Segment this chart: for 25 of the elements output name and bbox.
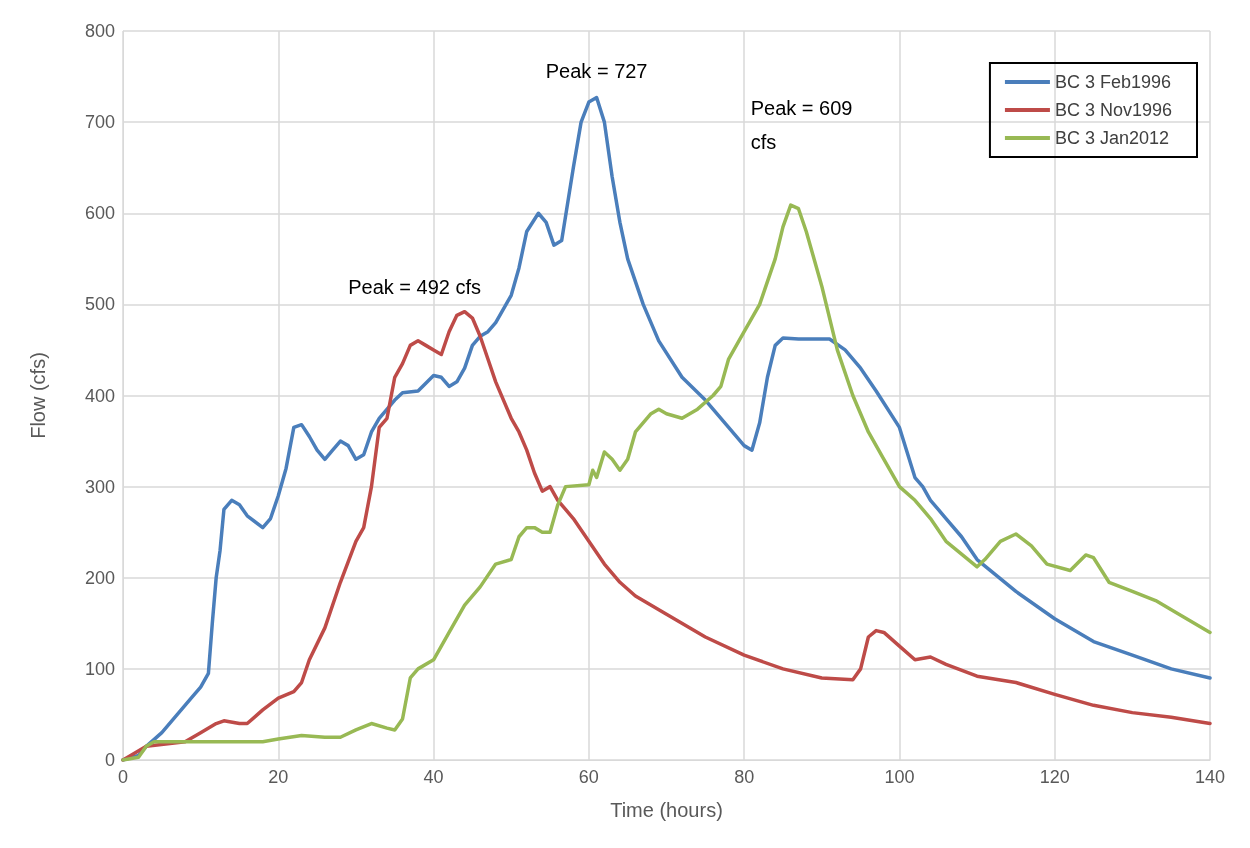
x-tick-label: 120 bbox=[1039, 767, 1070, 787]
y-tick-label: 0 bbox=[104, 750, 115, 770]
y-tick-label: 200 bbox=[84, 567, 115, 588]
y-tick-label: 300 bbox=[84, 476, 115, 497]
x-tick-label: 20 bbox=[268, 767, 289, 787]
annotation: Peak = 727 bbox=[545, 59, 648, 82]
annotation: Peak = 492 cfs bbox=[348, 275, 482, 298]
x-axis-title: Time (hours) bbox=[610, 799, 723, 821]
legend-label: BC 3 Nov1996 bbox=[1054, 100, 1173, 120]
x-tick-label: 100 bbox=[884, 767, 915, 787]
x-tick-label: 140 bbox=[1194, 767, 1226, 787]
y-tick-label: 100 bbox=[84, 658, 115, 679]
annotation: Peak = 609 cfs bbox=[750, 97, 859, 154]
y-tick-label: 500 bbox=[84, 294, 115, 315]
y-tick-label: 400 bbox=[84, 385, 115, 406]
y-tick-label: 800 bbox=[84, 21, 115, 41]
y-axis-title: Flow (cfs) bbox=[27, 352, 49, 439]
legend-label: BC 3 Jan2012 bbox=[1054, 128, 1170, 148]
legend-label: BC 3 Feb1996 bbox=[1054, 72, 1172, 92]
x-tick-label: 80 bbox=[734, 767, 755, 787]
x-tick-label: 60 bbox=[578, 767, 599, 787]
y-tick-label: 600 bbox=[84, 203, 115, 224]
x-tick-label: 40 bbox=[423, 767, 444, 787]
y-tick-label: 700 bbox=[84, 112, 115, 133]
x-tick-label: 0 bbox=[117, 767, 129, 787]
